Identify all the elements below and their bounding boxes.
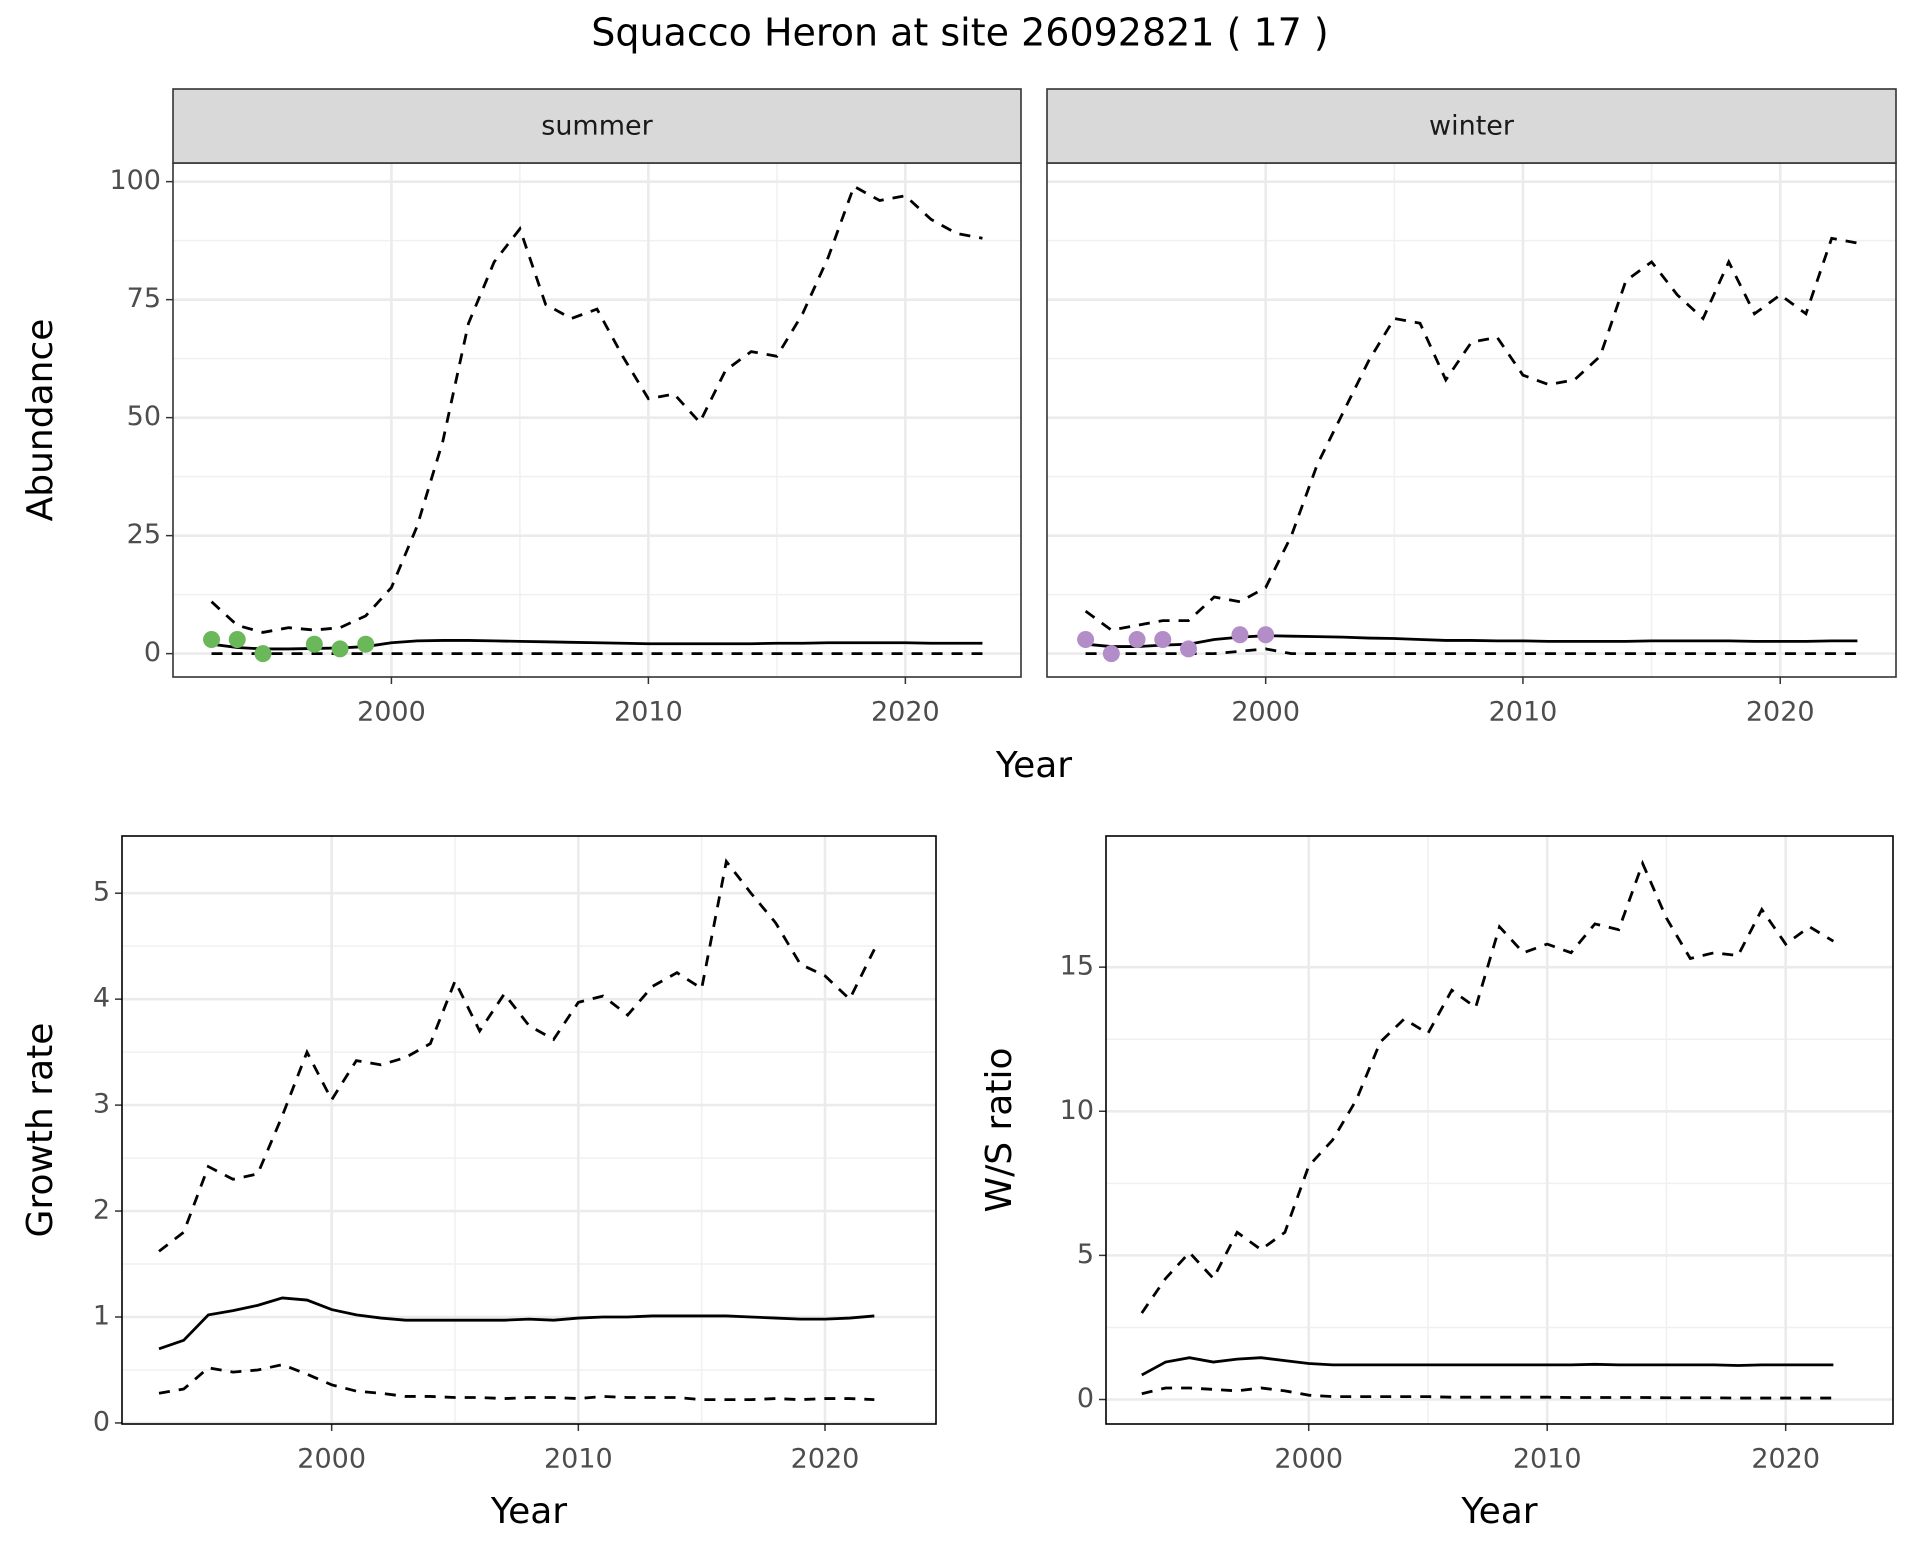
series-line [1084,236,1858,632]
series-line [158,1363,875,1402]
y-tick-label: 2 [93,1195,110,1226]
data-point [1231,626,1249,644]
series-line [210,184,983,634]
strip-background [172,88,1022,164]
x-tick-label: 2000 [297,1444,366,1475]
series-line [1085,647,1858,656]
y-tick-label: 5 [1077,1239,1094,1270]
panel-background [173,163,1021,677]
x-tick-label: 2010 [1513,1444,1582,1475]
panel-border [121,835,937,1425]
y-tick-label: 100 [109,165,161,196]
x-tick-label: 2020 [1751,1444,1820,1475]
y-axis-label: Growth rate [20,1023,61,1238]
strip-label: summer [541,111,653,142]
series-line [1085,634,1858,648]
x-tick-label: 2000 [1274,1444,1343,1475]
figure-title: Squacco Heron at site 26092821 ( 17 ) [591,11,1329,55]
data-point [1102,645,1120,663]
x-tick-label: 2020 [871,697,940,728]
x-tick-label: 2000 [1231,697,1300,728]
x-tick-label: 2020 [791,1444,860,1475]
panel-background [1047,163,1896,677]
data-point [1128,630,1146,648]
series-line [1141,1356,1834,1377]
data-point [305,635,323,653]
series-line [1141,1386,1834,1400]
data-point [1180,640,1197,658]
data-point [331,640,349,658]
y-tick-label: 75 [127,283,161,314]
data-point [1077,630,1095,648]
strip-background [1046,88,1897,164]
data-point [1154,630,1172,648]
data-point [254,645,272,663]
x-tick-label: 2010 [544,1444,613,1475]
y-axis-label: Abundance [20,319,61,522]
strip-label: winter [1429,111,1515,142]
panel-border [1105,835,1894,1425]
x-axis-label: Year [490,1491,567,1532]
y-tick-label: 50 [127,401,161,432]
data-point [1257,626,1275,644]
y-tick-label: 0 [144,637,161,668]
x-tick-label: 2020 [1746,697,1815,728]
x-axis-label: Year [1460,1491,1537,1532]
panel-background [122,836,936,1424]
y-tick-label: 0 [93,1406,110,1437]
data-point [357,635,375,653]
x-tick-label: 2010 [614,697,683,728]
data-point [228,630,246,648]
y-tick-label: 1 [93,1300,110,1331]
y-axis-label: W/S ratio [979,1047,1020,1212]
y-tick-label: 25 [127,519,161,550]
y-tick-label: 3 [93,1089,110,1120]
panel-background [1106,836,1893,1424]
x-tick-label: 2000 [357,697,426,728]
series-line [158,1296,875,1351]
y-tick-label: 4 [93,983,110,1014]
data-point [203,630,221,648]
series-line [1140,859,1835,1314]
y-tick-label: 10 [1060,1095,1094,1126]
y-tick-label: 5 [93,877,110,908]
x-tick-label: 2010 [1489,697,1558,728]
series-line [158,858,876,1253]
y-tick-label: 0 [1077,1383,1094,1414]
y-tick-label: 15 [1060,951,1094,982]
x-axis-label: Year [995,745,1072,786]
